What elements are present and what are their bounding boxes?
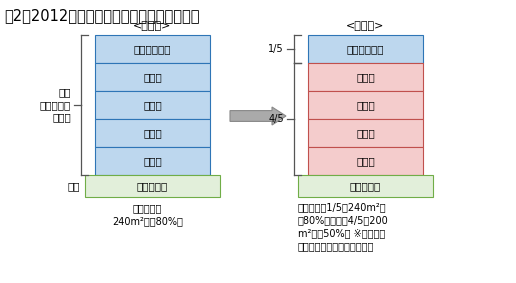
Text: 4/5: 4/5	[268, 114, 284, 124]
Text: 賃貸用: 賃貸用	[143, 72, 162, 82]
Text: 配偶者居住用: 配偶者居住用	[347, 44, 384, 54]
Text: 土地全体が: 土地全体が	[133, 203, 162, 213]
Text: <改正後>: <改正後>	[346, 21, 385, 31]
Text: m²まで50%減 ※特例併用: m²まで50%減 ※特例併用	[298, 228, 385, 238]
Text: 賃貸用: 賃貸用	[143, 100, 162, 110]
Text: 賃貸用: 賃貸用	[356, 128, 375, 138]
Bar	[298, 175, 433, 197]
Bar	[308, 63, 423, 91]
Bar	[95, 91, 210, 119]
Text: の場合、合計面積の上限あり: の場合、合計面積の上限あり	[298, 241, 375, 251]
Text: <改正前>: <改正前>	[133, 21, 172, 31]
FancyArrow shape	[230, 107, 286, 125]
Text: 配偶者取得: 配偶者取得	[137, 181, 168, 191]
Text: 1/5: 1/5	[268, 44, 284, 54]
Bar	[85, 175, 220, 197]
Bar	[95, 147, 210, 175]
Text: 賃貸用: 賃貸用	[356, 72, 375, 82]
Text: 配偶者居住用: 配偶者居住用	[134, 44, 171, 54]
Text: 土地全体の1/5が240m²ま: 土地全体の1/5が240m²ま	[298, 202, 386, 212]
Bar	[95, 35, 210, 63]
Bar	[308, 35, 423, 63]
Text: 賃貸用: 賃貸用	[356, 100, 375, 110]
Bar	[308, 119, 423, 147]
Text: 240m²まで80%減: 240m²まで80%減	[112, 216, 183, 226]
Text: 土地: 土地	[68, 181, 80, 191]
Text: 賃貸用: 賃貸用	[356, 156, 375, 166]
Text: で80%減、残り4/5は200: で80%減、残り4/5は200	[298, 215, 389, 225]
Text: 配偶者取得: 配偶者取得	[350, 181, 381, 191]
Bar	[308, 147, 423, 175]
Text: 賃貸用: 賃貸用	[143, 128, 162, 138]
Text: 賃貸用: 賃貸用	[143, 156, 162, 166]
Bar	[308, 91, 423, 119]
Text: 図2．2012年の小規模宅地の特例改正の影響: 図2．2012年の小規模宅地の特例改正の影響	[4, 8, 200, 23]
Text: 建物
（配偶者が
取得）: 建物 （配偶者が 取得）	[40, 88, 71, 123]
Bar	[95, 119, 210, 147]
Bar	[95, 63, 210, 91]
